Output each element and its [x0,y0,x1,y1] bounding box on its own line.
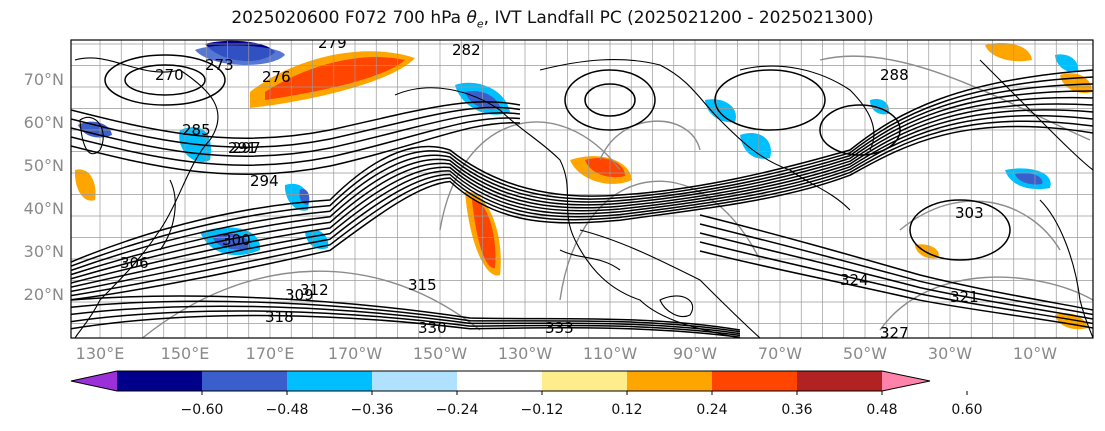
lon-label: 130°E [75,344,125,363]
contour-label: 291 [228,139,257,157]
colorbar-tick-label: −0.24 [435,402,479,418]
lon-label: 170°E [245,344,295,363]
colorbar-outline [70,370,931,392]
colorbar-swatch [287,371,372,391]
shade-negative [705,99,736,123]
lon-label: 150°E [160,344,210,363]
contour-label: 276 [262,68,291,86]
shade-positive [985,42,1032,62]
contour-label: 282 [452,41,481,59]
contour-label: 318 [265,308,294,326]
lon-label: 110°W [582,344,638,363]
colorbar-swatch [797,371,882,391]
lat-label: 50°N [23,156,64,175]
colorbar-swatch [117,371,202,391]
contour-label: 294 [250,172,279,190]
lat-label: 70°N [23,70,64,89]
shade-negative [1015,173,1043,185]
contour-label: 279 [318,34,347,52]
colorbar-tick-label: 0.24 [696,402,728,418]
contour-label: 270 [155,66,184,84]
colorbar-tick-label: 0.60 [951,402,983,418]
lon-label: 10°W [1012,344,1058,363]
lat-label: 40°N [23,199,64,218]
shade-negative [1055,54,1079,73]
contour-label: 330 [418,319,447,337]
lon-label: 70°W [757,344,803,363]
contour-label: 288 [880,66,909,84]
shade-negative [78,121,112,138]
contour-label: 315 [408,276,437,294]
map-frame [70,39,1094,339]
colorbar-tick-label: −0.36 [350,402,394,418]
lat-label: 60°N [23,113,64,132]
colorbar-tick-label: 0.48 [866,402,898,418]
map-title: 2025020600 F072 700 hPa θe, IVT Landfall… [231,8,874,31]
contour-label: 273 [205,56,234,74]
colorbar-swatch [372,371,457,391]
shade-negative [740,132,771,159]
colorbar-tick-label: 0.36 [781,402,813,418]
colorbar-tick-label: −0.60 [180,402,224,418]
lon-label: 50°W [842,344,888,363]
shade-positive [74,169,96,201]
colorbar-swatch [202,371,287,391]
lon-label: 150°W [412,344,468,363]
colorbar-swatch [627,371,712,391]
closed-contours [104,54,1011,261]
contour-label: 324 [840,271,869,289]
contour-label: 297 [232,139,261,157]
shade-negative [195,45,285,66]
colorbar [70,370,968,395]
contour-label: 309 [285,286,314,304]
colorbar-tick-label: −0.48 [265,402,309,418]
contour-label: 333 [545,319,574,337]
contour-label: 327 [880,324,909,342]
colorbar-swatch [71,371,117,391]
shade-positive [472,199,496,269]
colorbar-tick-label: 0.12 [611,402,643,418]
contour-label: 321 [950,288,979,306]
shade-positive [265,56,405,100]
colorbar-swatch [712,371,797,391]
shade-positive [1060,73,1092,94]
contour-label: 285 [182,121,211,139]
lon-label: 30°W [927,344,973,363]
colorbar-swatch [457,371,542,391]
lat-label: 30°N [23,242,64,261]
geodesic-arcs [141,55,1093,338]
lat-label: 20°N [23,285,64,304]
contour-label: 300 [222,231,251,249]
contour-label: 303 [955,204,984,222]
shade-negative [299,189,310,205]
colorbar-swatch [882,371,930,391]
contour-label: 312 [300,281,329,299]
contour-label: 306 [120,254,149,272]
graticule [71,40,1093,338]
lon-label: 130°W [497,344,553,363]
colorbar-tick-label: −0.12 [520,402,564,418]
colorbar-swatch [542,371,627,391]
theta-e-contours [71,69,1093,338]
lon-label: 90°W [672,344,718,363]
lon-label: 170°W [327,344,383,363]
